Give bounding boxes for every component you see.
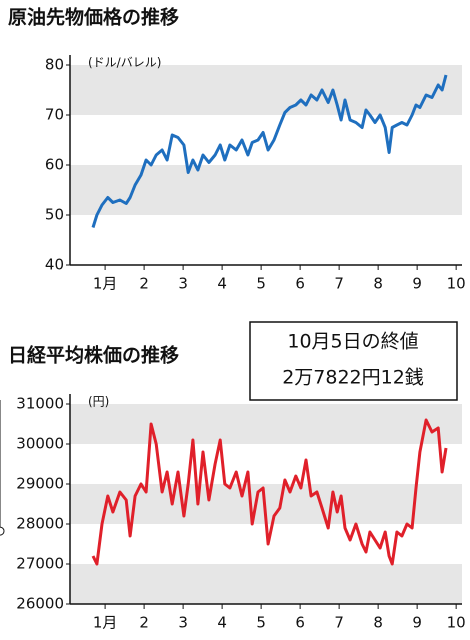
data-line bbox=[91, 74, 448, 228]
x-tick-label: 6 bbox=[295, 614, 305, 632]
x-tick-label: 10 bbox=[447, 614, 466, 632]
unit-label: (円) bbox=[88, 395, 109, 409]
y-tick-label: 80 bbox=[45, 56, 64, 74]
y-tick-label: 40 bbox=[45, 256, 64, 274]
x-tick-label: 5 bbox=[256, 275, 266, 293]
x-tick-label: 2 bbox=[139, 275, 149, 293]
x-tick-label: 1月 bbox=[93, 275, 118, 293]
x-tick-label: 8 bbox=[373, 275, 383, 293]
y-tick-label: 31000 bbox=[16, 395, 64, 413]
x-tick-label: 3 bbox=[178, 275, 188, 293]
grid-band bbox=[70, 564, 462, 604]
y-tick-label: 60 bbox=[45, 156, 64, 174]
y-tick-label: 26000 bbox=[16, 595, 64, 613]
end-marker bbox=[0, 526, 5, 536]
y-tick-label: 29000 bbox=[16, 475, 64, 493]
unit-label: (ドル/バレル) bbox=[88, 56, 161, 70]
x-tick-label: 8 bbox=[373, 614, 383, 632]
x-tick-label: 7 bbox=[334, 614, 344, 632]
annotation-box bbox=[249, 321, 458, 401]
y-tick-label: 27000 bbox=[16, 555, 64, 573]
x-tick-label: 9 bbox=[412, 275, 422, 293]
x-tick-label: 2 bbox=[139, 614, 149, 632]
x-tick-label: 10 bbox=[447, 275, 466, 293]
x-tick-label: 1月 bbox=[93, 614, 118, 632]
chart-title: 原油先物価格の推移 bbox=[8, 6, 179, 29]
chart-title: 日経平均株価の推移 bbox=[8, 344, 179, 367]
y-tick-label: 28000 bbox=[16, 515, 64, 533]
grid-band bbox=[70, 165, 462, 215]
x-tick-label: 6 bbox=[295, 275, 305, 293]
grid-band bbox=[70, 65, 462, 115]
y-tick-label: 50 bbox=[45, 206, 64, 224]
y-tick-label: 30000 bbox=[16, 435, 64, 453]
annotation-text: 10月5日の終値 bbox=[287, 331, 418, 353]
x-tick-label: 7 bbox=[334, 275, 344, 293]
x-tick-label: 4 bbox=[217, 275, 227, 293]
y-tick-label: 70 bbox=[45, 106, 64, 124]
annotation-text: 2万7822円12銭 bbox=[282, 367, 424, 389]
x-tick-label: 3 bbox=[178, 614, 188, 632]
data-line bbox=[91, 418, 448, 566]
x-tick-label: 9 bbox=[412, 614, 422, 632]
x-tick-label: 4 bbox=[217, 614, 227, 632]
grid-band bbox=[70, 404, 462, 444]
x-tick-label: 5 bbox=[256, 614, 266, 632]
